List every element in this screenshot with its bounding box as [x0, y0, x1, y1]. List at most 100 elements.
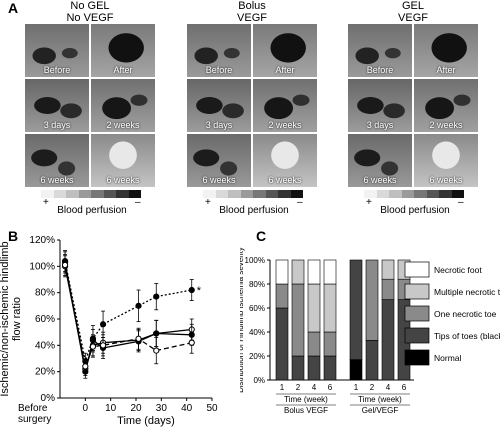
x-tick-label: 6 [402, 383, 407, 392]
group-title: Bolus VEGF [177, 0, 327, 24]
scale-swatch [451, 190, 464, 198]
scale-swatch [66, 190, 79, 198]
perfusion-image: 6 weeks [414, 134, 478, 187]
stacked-bar-segment [323, 331, 337, 357]
data-point [153, 330, 160, 337]
scale-swatch [228, 190, 241, 198]
group-title-line1: GEL [401, 0, 424, 12]
perfusion-image: 6 weeks [348, 134, 412, 187]
x-extra-tick-label: Before [18, 403, 48, 414]
y-tick-label: 60% [35, 314, 55, 325]
scale-plus: + [43, 197, 49, 208]
scale-swatch [290, 190, 303, 198]
perfusion-image: After [253, 24, 317, 77]
x-extra-tick-label: surgery [18, 414, 51, 425]
series-line [64, 264, 192, 369]
y-tick-label: 0% [253, 376, 265, 385]
scale-swatch [439, 190, 452, 198]
perfusion-image-label: Before [366, 65, 394, 75]
perfusion-image: 2 weeks [253, 79, 317, 132]
x-tick-label: 40 [181, 403, 193, 414]
scale-swatch [128, 190, 141, 198]
legend-swatch [404, 261, 430, 278]
y-tick-label: 100% [29, 261, 55, 272]
y-axis-label: Distribution of Hindlimb ischemia severi… [240, 247, 245, 393]
x-tick-label: 6 [328, 383, 333, 392]
scale-swatch [426, 190, 439, 198]
legend-swatch [404, 283, 430, 300]
scale-swatch [414, 190, 427, 198]
significance-star: * [197, 285, 202, 297]
legend-label: Tips of toes (black) [434, 331, 500, 341]
perfusion-image: 3 days [25, 79, 89, 132]
x-tick-label: 1 [354, 383, 359, 392]
blood-perfusion-label: Blood perfusion [219, 205, 289, 216]
perfusion-image: 3 days [187, 79, 251, 132]
scale-swatch [253, 190, 266, 198]
stacked-bar-segment [275, 283, 289, 309]
data-point [153, 347, 160, 354]
scale-swatch [116, 190, 129, 198]
stacked-bar-segment [307, 259, 321, 285]
data-point [99, 321, 107, 328]
scale-minus: – [458, 197, 464, 208]
series-line [64, 260, 192, 364]
group-xlabel: Time (week) [358, 395, 402, 404]
legend-label: One necrotic toe [434, 309, 497, 319]
data-point [135, 302, 142, 309]
legend-label: Multiple necrotic toes [434, 287, 500, 297]
stacked-bar-segment [291, 283, 305, 357]
data-point [135, 335, 142, 342]
legend-label: Normal [434, 353, 462, 363]
blood-perfusion-label: Blood perfusion [57, 205, 127, 216]
stacked-bar-segment [323, 259, 337, 285]
perfusion-image: Before [25, 24, 89, 77]
perfusion-image-label: After [436, 65, 456, 75]
perfusion-image-label: After [113, 65, 133, 75]
stacked-bar-segment [291, 355, 305, 381]
legend-swatch [404, 327, 430, 344]
scale-swatch [376, 190, 389, 198]
perfusion-color-scale [41, 190, 141, 198]
x-tick-label: 2 [296, 383, 301, 392]
perfusion-image: 2 weeks [91, 79, 155, 132]
scale-plus: + [205, 197, 211, 208]
legend-swatch [404, 349, 430, 366]
group-title-line1: Bolus [238, 0, 266, 12]
perfusion-image-label: 2 weeks [429, 120, 463, 130]
stacked-bar-segment [349, 359, 363, 381]
x-tick-label: 1 [280, 383, 285, 392]
perfusion-image-label: Before [205, 65, 233, 75]
y-tick-label: 80% [35, 288, 55, 299]
perfusion-image: After [91, 24, 155, 77]
y-tick-label: 80% [249, 280, 265, 289]
stacked-bar-segment [307, 283, 321, 333]
data-point [61, 261, 69, 269]
scale-minus: – [135, 197, 141, 208]
x-tick-label: 50 [206, 403, 218, 414]
perfusion-image-label: 6 weeks [202, 175, 236, 185]
y-tick-label: 40% [249, 328, 265, 337]
perfusion-image: Before [348, 24, 412, 77]
group-name-label: Gel/VEGF [362, 406, 399, 415]
perfusion-image: After [414, 24, 478, 77]
y-tick-label: 40% [35, 340, 55, 351]
stacked-bar-segment [349, 259, 363, 360]
legend-label: Necrotic foot [434, 265, 482, 275]
flow-ratio-chart: 0% 20% 40% 60% 80% 100% 120% 0 10 20 30 40 50 Befores… [0, 235, 218, 427]
ischemia-severity-chart: 0% 20% 40% 60% 80% 100%Distribution of Hindli… [240, 247, 500, 415]
stacked-bar-segment [365, 340, 379, 381]
panel-c-letter: C [256, 228, 267, 244]
y-tick-label: 20% [249, 352, 265, 361]
scale-swatch [265, 190, 278, 198]
y-tick-label: 0% [41, 393, 56, 404]
perfusion-image-label: 6 weeks [106, 175, 140, 185]
stacked-bar-segment [381, 278, 395, 300]
data-point [188, 286, 195, 294]
x-tick-label: 20 [130, 403, 142, 414]
scale-swatch [203, 190, 216, 198]
x-tick-label: 2 [370, 383, 375, 392]
panel-a-letter: A [8, 0, 19, 16]
scale-swatch [103, 190, 116, 198]
x-tick-label: 4 [312, 383, 317, 392]
